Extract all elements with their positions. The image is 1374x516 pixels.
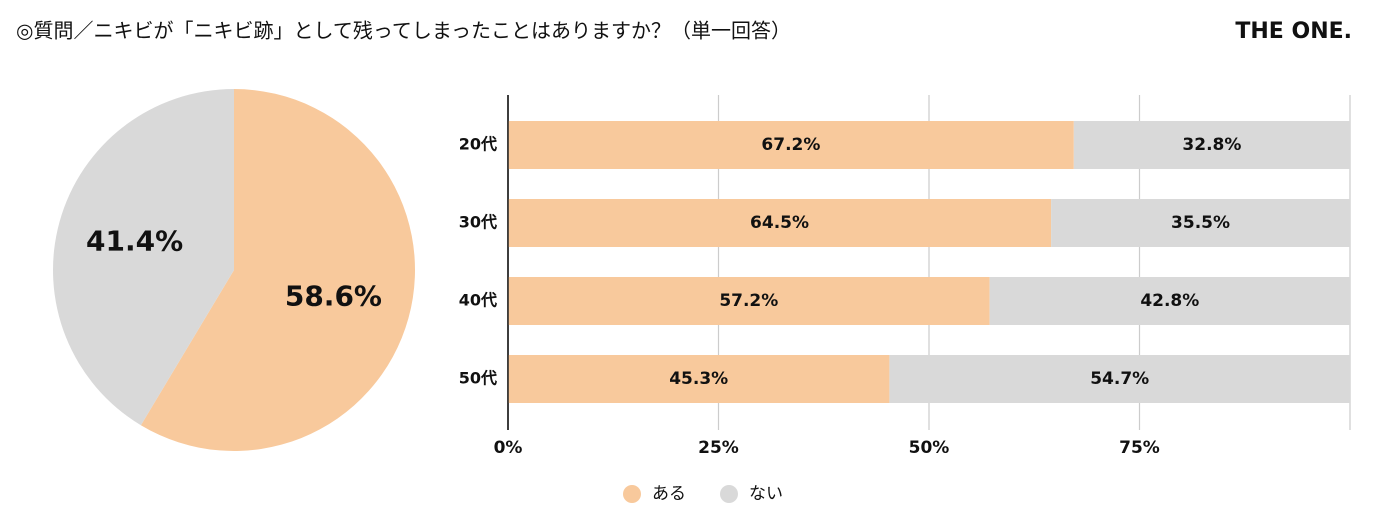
x-tick-label: 50% (909, 438, 950, 458)
bar (508, 199, 1052, 247)
title: ◎質問／ニキビが「ニキビ跡」として残ってしまったことはありますか？（単一回答） (16, 19, 791, 43)
bar (989, 277, 1350, 325)
pie-label: 58.6% (285, 280, 382, 313)
pie-slice (53, 89, 235, 426)
bar-label: 32.8% (1182, 135, 1241, 155)
y-tick-label: 30代 (459, 213, 497, 232)
legend-label: ない (749, 484, 783, 504)
bar-label: 35.5% (1171, 213, 1230, 233)
bar (508, 121, 1074, 169)
legend-swatch (720, 485, 738, 503)
y-tick-label: 20代 (459, 135, 497, 154)
legend-swatch (623, 485, 641, 503)
pie-label: 41.4% (86, 224, 183, 257)
bar-label: 45.3% (669, 369, 728, 389)
x-tick-label: 25% (698, 438, 739, 458)
x-tick-label: 0% (494, 438, 523, 458)
bar (889, 355, 1350, 403)
bar (1051, 199, 1350, 247)
bar-label: 57.2% (719, 291, 778, 311)
legend-label: ある (652, 484, 686, 504)
bar-label: 54.7% (1090, 369, 1149, 389)
bar-label: 67.2% (761, 135, 820, 155)
y-tick-label: 40代 (459, 291, 497, 310)
bar-label: 64.5% (750, 213, 809, 233)
brand: THE ONE. (1235, 19, 1352, 44)
pie-slice (140, 89, 415, 451)
bar (1073, 121, 1350, 169)
y-tick-label: 50代 (459, 369, 497, 388)
bar-label: 42.8% (1140, 291, 1199, 311)
bar (508, 277, 990, 325)
x-tick-label: 75% (1119, 438, 1160, 458)
bar (508, 355, 890, 403)
